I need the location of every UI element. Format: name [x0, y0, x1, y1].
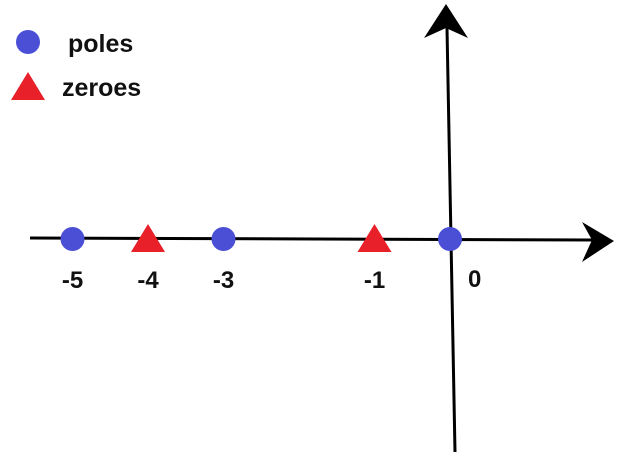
pole-marker: [438, 227, 462, 251]
pole-zero-marks: -5 -3 -4 -1: [60, 224, 462, 294]
legend: poles zeroes: [11, 30, 141, 102]
zero-label: -4: [137, 267, 159, 294]
legend-pole-marker: [16, 30, 40, 54]
pole-label: -5: [62, 267, 83, 294]
zero-label: -1: [364, 267, 385, 294]
legend-zero-marker: [11, 72, 45, 100]
imaginary-axis-arrowhead: [424, 4, 468, 38]
real-axis: [29, 236, 596, 242]
pole-marker: [60, 227, 85, 251]
legend-poles-label: poles: [68, 30, 133, 58]
real-axis-arrowhead: [582, 222, 614, 262]
pole-marker: [211, 227, 236, 251]
legend-zeroes-label: zeroes: [62, 74, 141, 102]
origin-label: 0: [468, 266, 481, 293]
zero-marker: [357, 224, 392, 252]
axes: 0: [29, 4, 614, 453]
pole-label: -3: [213, 267, 234, 294]
zero-marker: [131, 224, 165, 252]
